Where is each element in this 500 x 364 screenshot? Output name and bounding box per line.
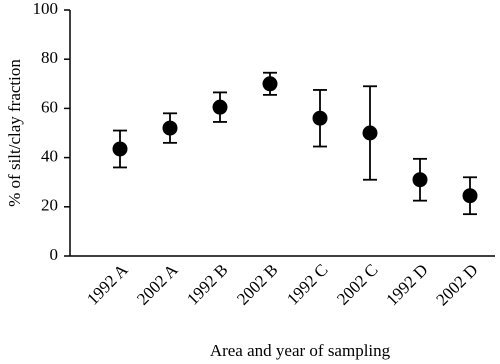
x-tick-label: 1992 D (382, 260, 431, 309)
point (312, 110, 328, 126)
x-tick-label: 1992 A (83, 260, 132, 309)
point (262, 76, 278, 92)
x-tick-label: 2002 B (233, 260, 282, 309)
point (462, 188, 478, 204)
x-axis-title: Area and year of sampling (210, 341, 391, 360)
x-tick-label: 2002 A (133, 260, 182, 309)
point (212, 99, 228, 115)
point (112, 141, 128, 157)
y-axis-title: % of silt/clay fraction (5, 59, 24, 207)
point (412, 172, 428, 188)
y-tick-label: 0 (50, 245, 59, 264)
y-tick-label: 40 (41, 147, 58, 166)
y-tick-label: 60 (41, 97, 58, 116)
x-tick-label: 1992 B (183, 260, 232, 309)
x-tick-label: 1992 C (283, 260, 332, 309)
y-tick-label: 80 (41, 48, 58, 67)
point (162, 120, 178, 136)
x-tick-label: 2002 D (432, 260, 481, 309)
point (362, 125, 378, 141)
y-tick-label: 100 (33, 0, 59, 18)
x-tick-label: 2002 C (333, 260, 382, 309)
y-tick-label: 20 (41, 196, 58, 215)
